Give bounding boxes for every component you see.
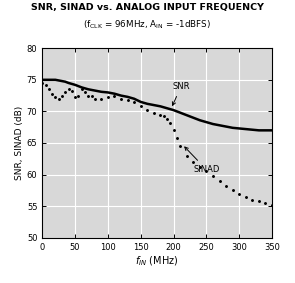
Y-axis label: SNR, SINAD (dB): SNR, SINAD (dB) bbox=[15, 106, 24, 180]
Text: SNR: SNR bbox=[172, 82, 190, 105]
X-axis label: $f_{IN}$ (MHz): $f_{IN}$ (MHz) bbox=[135, 254, 179, 268]
Text: (f$_{\rm CLK}$ = 96MHz, A$_{\rm IN}$ = -1dBFS): (f$_{\rm CLK}$ = 96MHz, A$_{\rm IN}$ = -… bbox=[83, 18, 212, 31]
Text: SINAD: SINAD bbox=[185, 147, 220, 174]
Text: SNR, SINAD vs. ANALOG INPUT FREQUENCY: SNR, SINAD vs. ANALOG INPUT FREQUENCY bbox=[31, 3, 264, 12]
